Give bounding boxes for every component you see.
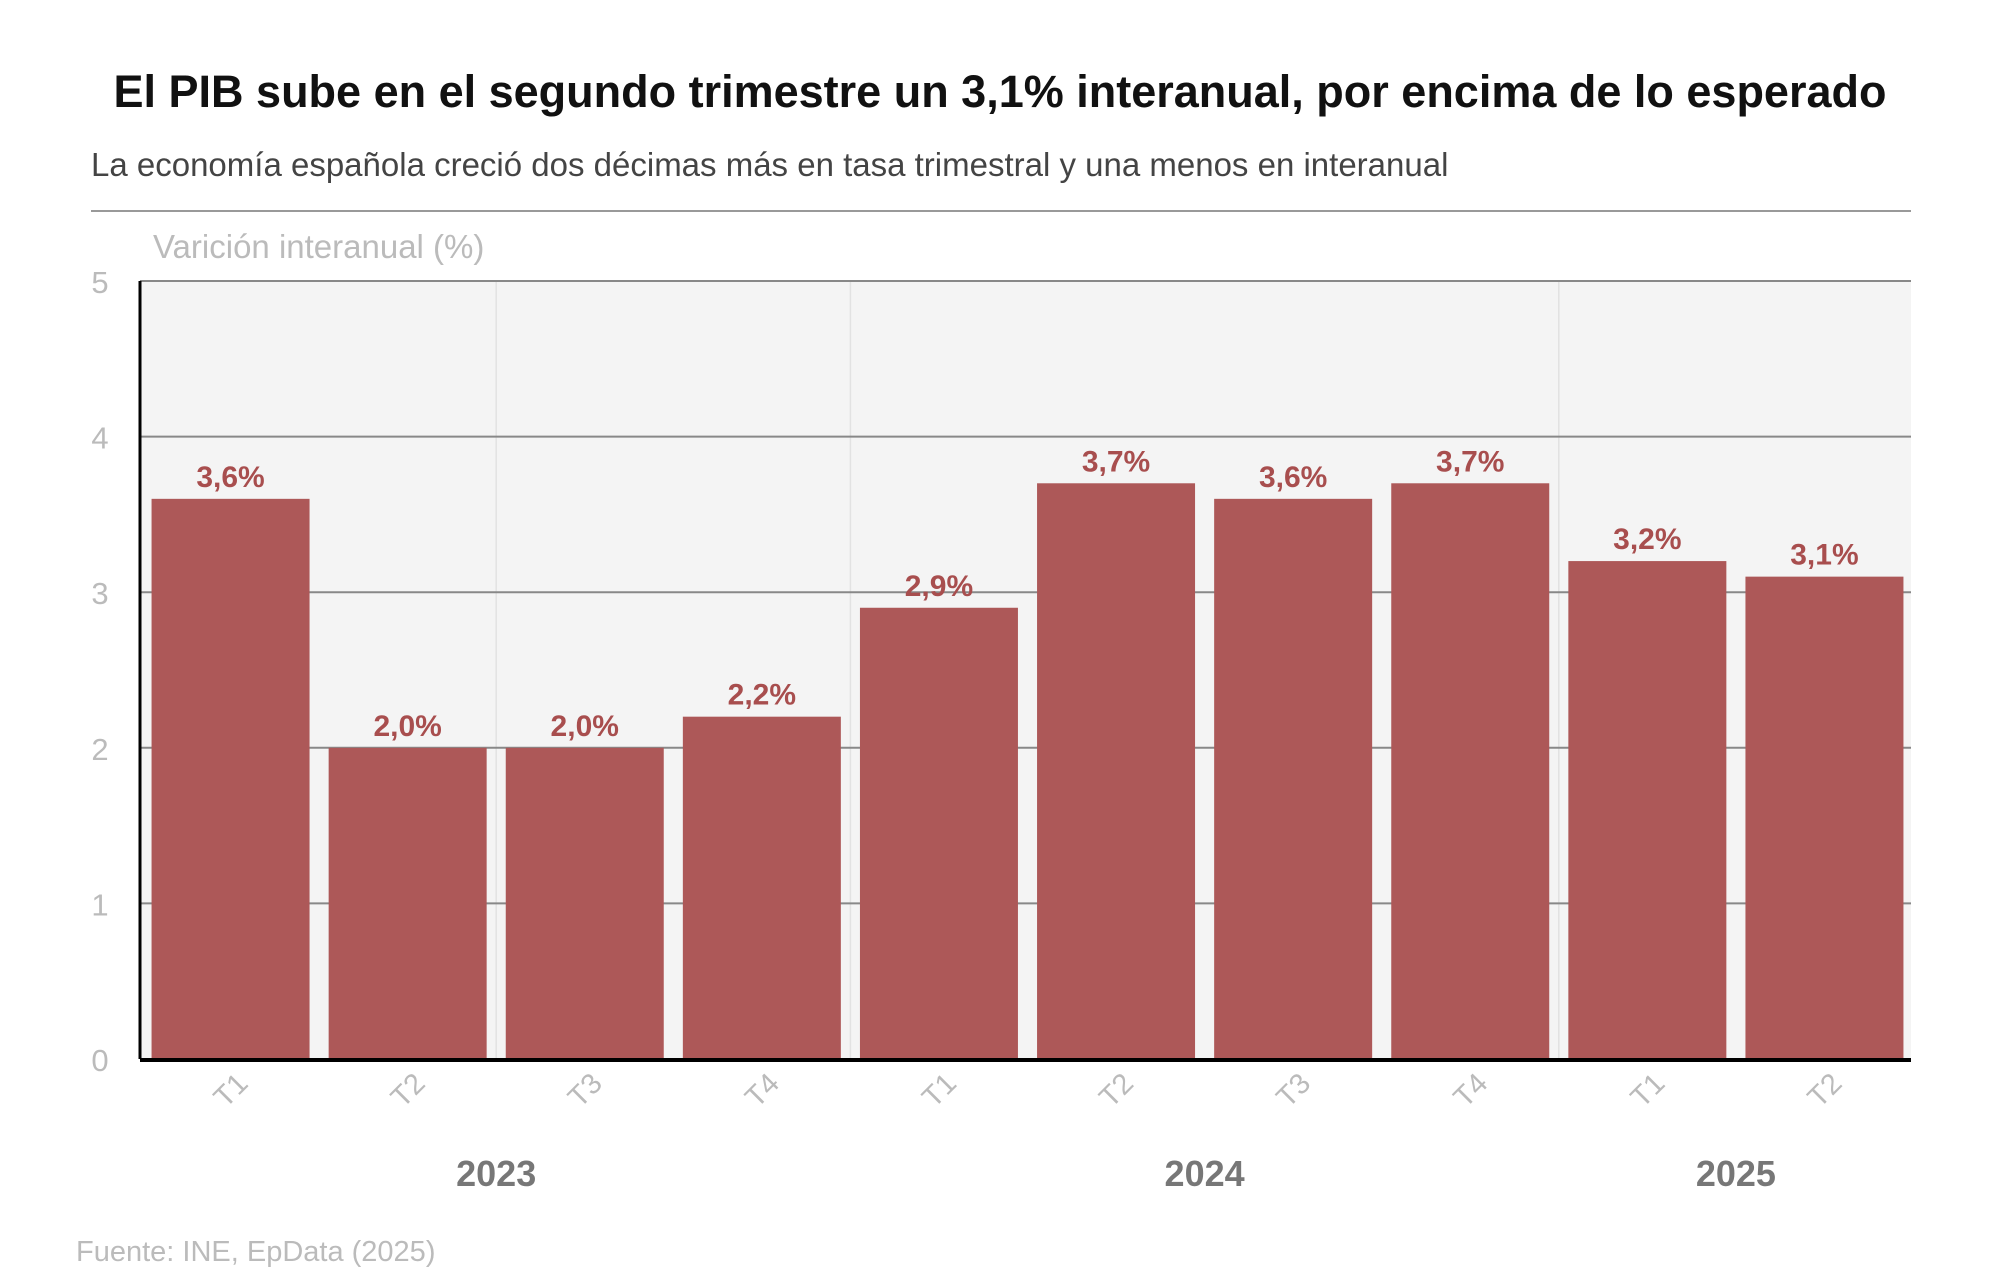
x-tick-label: T3 bbox=[562, 1067, 609, 1114]
data-label: 2,9% bbox=[905, 570, 973, 603]
source-note: Fuente: INE, EpData (2025) bbox=[76, 1236, 436, 1268]
bar bbox=[859, 607, 1018, 1059]
y-tick-label: 3 bbox=[91, 576, 108, 611]
x-tick-label: T2 bbox=[1093, 1067, 1140, 1114]
bar bbox=[1568, 561, 1727, 1059]
data-label: 2,0% bbox=[551, 710, 619, 743]
x-tick-label: T2 bbox=[385, 1067, 432, 1114]
x-tick-label: T4 bbox=[739, 1067, 786, 1114]
year-label: 2023 bbox=[456, 1153, 536, 1194]
bar bbox=[1214, 498, 1373, 1060]
data-label: 3,6% bbox=[1259, 461, 1327, 494]
data-label: 3,7% bbox=[1436, 445, 1504, 478]
x-tick-label: T2 bbox=[1802, 1067, 1849, 1114]
x-tick-label: T4 bbox=[1448, 1067, 1495, 1114]
y-axis-label: Varición interanual (%) bbox=[153, 228, 484, 265]
data-label: 3,6% bbox=[196, 461, 264, 494]
data-label: 3,7% bbox=[1082, 445, 1150, 478]
y-tick-label: 2 bbox=[91, 732, 108, 767]
data-label: 2,0% bbox=[373, 710, 441, 743]
y-tick-label: 5 bbox=[91, 265, 108, 300]
y-tick-label: 0 bbox=[91, 1043, 108, 1078]
data-label: 2,2% bbox=[728, 679, 796, 712]
bar bbox=[328, 747, 487, 1059]
year-label: 2024 bbox=[1165, 1153, 1245, 1194]
x-tick-label: T3 bbox=[1271, 1067, 1318, 1114]
year-label: 2025 bbox=[1696, 1153, 1776, 1194]
chart-title: El PIB sube en el segundo trimestre un 3… bbox=[113, 66, 1887, 117]
header-divider bbox=[91, 210, 1911, 212]
x-tick-label: T1 bbox=[208, 1067, 255, 1114]
bar bbox=[505, 747, 664, 1059]
bar bbox=[1391, 483, 1550, 1059]
y-tick-label: 1 bbox=[91, 887, 108, 922]
data-label: 3,2% bbox=[1613, 523, 1681, 556]
bar bbox=[151, 498, 310, 1060]
y-tick-label: 4 bbox=[91, 421, 108, 456]
data-label: 3,1% bbox=[1790, 539, 1858, 572]
bar bbox=[1745, 576, 1904, 1059]
chart-subtitle: La economía española creció dos décimas … bbox=[91, 146, 1449, 183]
bar bbox=[1037, 483, 1196, 1059]
x-tick-label: T1 bbox=[916, 1067, 963, 1114]
bar bbox=[682, 716, 841, 1059]
x-tick-label: T1 bbox=[1625, 1067, 1672, 1114]
